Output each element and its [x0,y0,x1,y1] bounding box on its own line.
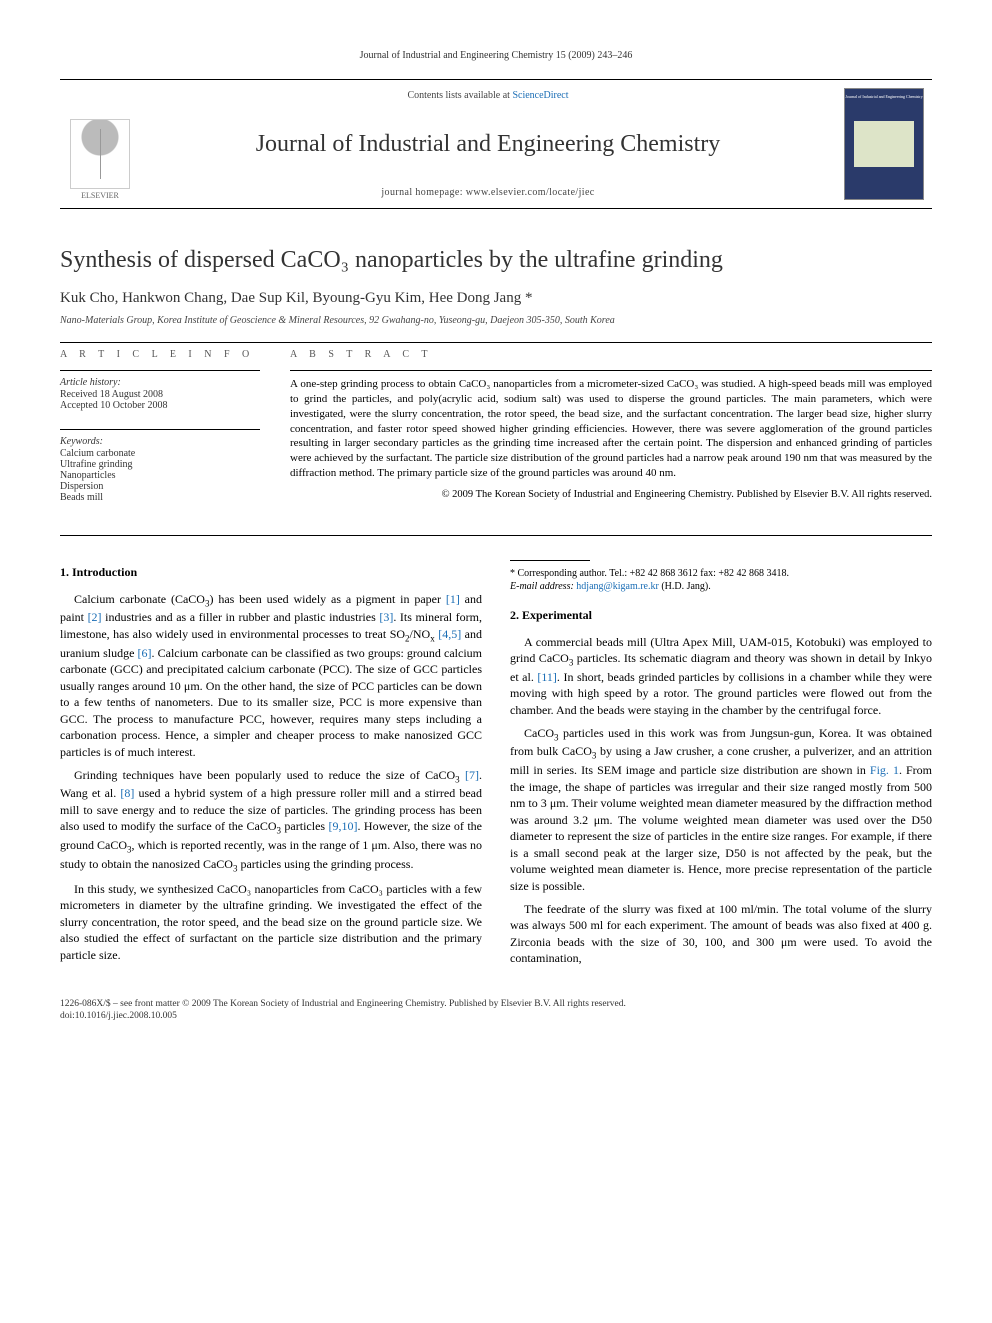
ref-link-8[interactable]: [8] [120,786,134,800]
keyword-item: Ultrafine grinding [60,459,260,470]
publisher-name: ELSEVIER [81,191,119,200]
affiliation: Nano-Materials Group, Korea Institute of… [60,315,932,326]
ref-link-910[interactable]: [9,10] [329,819,358,833]
footnote-block: * Corresponding author. Tel.: +82 42 868… [510,560,932,593]
homepage-url[interactable]: www.elsevier.com/locate/jiec [466,187,595,198]
author-list: Kuk Cho, Hankwon Chang, Dae Sup Kil, Byo… [60,290,932,307]
info-rule-2 [60,429,260,430]
cover-image-icon [854,121,914,167]
publisher-logo: ELSEVIER [60,80,140,208]
rule-above-info [60,342,932,343]
keywords-label: Keywords: [60,436,260,447]
ref-link-7[interactable]: [7] [465,768,479,782]
page-footer: 1226-086X/$ – see front matter © 2009 Th… [60,998,932,1023]
article-title: Synthesis of dispersed CaCO₃ nanoparticl… [60,247,932,274]
exp-paragraph-1: A commercial beads mill (Ultra Apex Mill… [510,634,932,719]
masthead-center: Contents lists available at ScienceDirec… [140,80,836,208]
keyword-item: Calcium carbonate [60,448,260,459]
ref-link-6[interactable]: [6] [138,646,152,660]
contents-line: Contents lists available at ScienceDirec… [148,90,828,101]
exp-paragraph-3: The feedrate of the slurry was fixed at … [510,901,932,967]
footnote-rule [510,560,590,561]
homepage-line: journal homepage: www.elsevier.com/locat… [148,187,828,198]
abstract-heading: A B S T R A C T [290,349,932,360]
email-link[interactable]: hdjang@kigam.re.kr [576,581,659,592]
article-history: Article history: Received 18 August 2008… [60,377,260,411]
info-abstract-row: A R T I C L E I N F O Article history: R… [60,349,932,517]
abstract-rule [290,370,932,371]
footer-copyright: 1226-086X/$ – see front matter © 2009 Th… [60,998,932,1010]
rule-above-body [60,535,932,536]
intro-paragraph-3: In this study, we synthesized CaCO₃ nano… [60,881,482,964]
sciencedirect-link[interactable]: ScienceDirect [512,90,568,101]
journal-masthead: ELSEVIER Contents lists available at Sci… [60,79,932,209]
keyword-item: Dispersion [60,481,260,492]
abstract-copyright: © 2009 The Korean Society of Industrial … [290,489,932,500]
ref-link-1[interactable]: [1] [446,592,460,606]
email-label: E-mail address: [510,581,574,592]
ref-link-3[interactable]: [3] [379,610,393,624]
contents-prefix: Contents lists available at [407,90,512,101]
keyword-item: Nanoparticles [60,470,260,481]
footer-doi: doi:10.1016/j.jiec.2008.10.005 [60,1010,932,1022]
keyword-item: Beads mill [60,492,260,503]
corresponding-author: * Corresponding author. Tel.: +82 42 868… [510,567,932,580]
page-container: Journal of Industrial and Engineering Ch… [0,0,992,1063]
history-label: Article history: [60,377,260,388]
fig-link-1[interactable]: Fig. 1 [870,763,899,777]
section-1-heading: 1. Introduction [60,564,482,581]
article-info-heading: A R T I C L E I N F O [60,349,260,360]
keywords-block: Keywords: Calcium carbonate Ultrafine gr… [60,436,260,503]
cover-thumbnail: Journal of Industrial and Engineering Ch… [844,88,924,200]
footnotes: * Corresponding author. Tel.: +82 42 868… [510,567,932,593]
running-head: Journal of Industrial and Engineering Ch… [60,50,932,61]
journal-name: Journal of Industrial and Engineering Ch… [148,131,828,158]
ref-link-11[interactable]: [11] [537,670,557,684]
cover-label: Journal of Industrial and Engineering Ch… [845,95,922,99]
intro-paragraph-1: Calcium carbonate (CaCO3) has been used … [60,591,482,761]
body-two-column: 1. Introduction Calcium carbonate (CaCO3… [60,560,932,976]
exp-paragraph-2: CaCO3 particles used in this work was fr… [510,725,932,895]
email-line: E-mail address: hdjang@kigam.re.kr (H.D.… [510,580,932,593]
received-date: Received 18 August 2008 [60,389,260,400]
homepage-prefix: journal homepage: [381,187,465,198]
article-info-column: A R T I C L E I N F O Article history: R… [60,349,260,517]
ref-link-45[interactable]: [4,5] [438,627,461,641]
info-rule-1 [60,370,260,371]
intro-paragraph-2: Grinding techniques have been popularly … [60,767,482,875]
email-person: (H.D. Jang). [661,581,710,592]
ref-link-2[interactable]: [2] [88,610,102,624]
section-2-heading: 2. Experimental [510,607,932,624]
abstract-column: A B S T R A C T A one-step grinding proc… [290,349,932,517]
abstract-text: A one-step grinding process to obtain Ca… [290,377,932,481]
accepted-date: Accepted 10 October 2008 [60,400,260,411]
elsevier-tree-icon [70,119,130,189]
